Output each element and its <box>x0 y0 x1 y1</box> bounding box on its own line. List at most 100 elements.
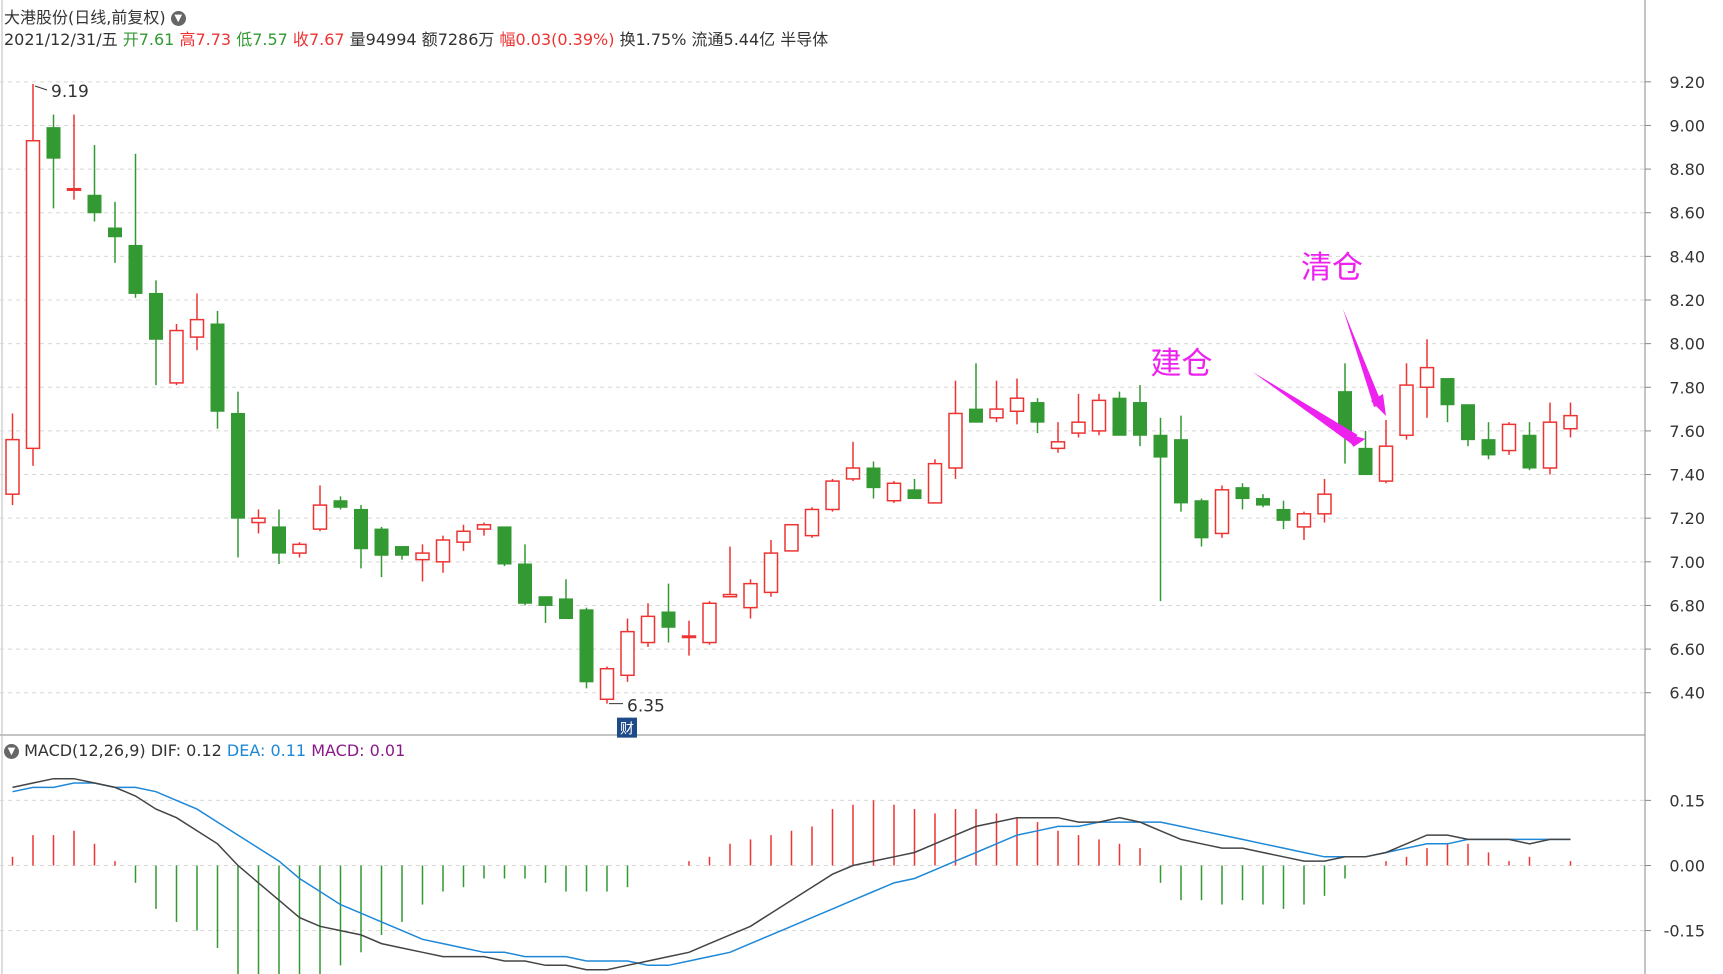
candle-body-down <box>272 526 286 554</box>
candle-body-up <box>5 438 20 495</box>
candle-body-down <box>1030 402 1045 423</box>
high-price-label: 9.19 <box>51 82 89 102</box>
candle-body-down <box>1440 378 1455 406</box>
candle-body-up <box>1009 397 1025 413</box>
candle-body-down <box>969 408 983 423</box>
candle-body-down <box>1112 397 1127 436</box>
candle-body-up <box>620 630 635 677</box>
sector-value: 半导体 <box>780 30 829 49</box>
candle-body-down <box>128 244 143 294</box>
candle-body-down <box>149 292 163 340</box>
price-tick-label: 9.20 <box>1669 73 1705 92</box>
price-tick-label: 7.80 <box>1669 378 1705 397</box>
candle-body-up <box>825 480 840 511</box>
candle-body-up <box>1050 441 1066 450</box>
float-label: 流通 <box>691 30 724 49</box>
candle-body-down <box>210 323 225 412</box>
candle-body-down <box>1256 498 1270 506</box>
candle-body-down <box>108 227 122 238</box>
price-tick-label: 8.20 <box>1669 291 1705 310</box>
candle-body-down <box>559 598 573 620</box>
dea-value: DEA: 0.11 <box>226 741 307 760</box>
candle-body-up <box>312 504 328 530</box>
candle-body-up <box>763 552 779 594</box>
float-value: 5.44亿 <box>723 30 776 49</box>
candle-body-up <box>743 582 758 609</box>
macd-tick-label: 0.15 <box>1669 791 1705 810</box>
candle-body-up <box>1399 384 1414 437</box>
candle-body-down <box>661 611 676 628</box>
price-tick-label: 6.40 <box>1669 684 1705 703</box>
price-tick-label: 8.40 <box>1669 247 1705 266</box>
candle-body-up <box>1091 399 1107 432</box>
candle-body-down <box>579 609 594 683</box>
candle-body-down <box>1133 402 1147 436</box>
candle-body-up <box>722 593 738 598</box>
open-value: 7.61 <box>138 30 175 49</box>
price-tick-label: 9.00 <box>1669 116 1705 135</box>
candle-body-up <box>845 467 861 480</box>
price-tick-label: 6.80 <box>1669 596 1705 615</box>
candle-body-up <box>804 508 820 537</box>
sell-arrowhead <box>1371 394 1386 416</box>
low-label: 低 <box>236 30 253 49</box>
candle-body-up <box>948 412 963 469</box>
candle-body-up <box>989 408 1004 419</box>
amount-value: 7286万 <box>437 30 495 49</box>
price-tick-label: 7.60 <box>1669 422 1705 441</box>
candle-body-up <box>640 615 656 644</box>
candle-body-up <box>1419 366 1435 389</box>
high-label: 高 <box>179 30 196 49</box>
buy-arrowhead <box>1343 432 1366 447</box>
low-price-label: 6.35 <box>627 697 665 717</box>
candle-body-up <box>251 517 266 524</box>
turnover-value: 1.75% <box>635 30 687 49</box>
low-value: 7.57 <box>252 30 288 49</box>
price-tick-label: 8.60 <box>1669 204 1705 223</box>
sell-arrow <box>1343 309 1382 407</box>
candle-body-up <box>1501 423 1517 452</box>
volume-label: 量 <box>349 30 366 49</box>
candle-body-up <box>292 543 307 554</box>
candle-body-down <box>87 194 102 214</box>
candle-body-up <box>1563 414 1578 430</box>
title-bar: 大港股份(日线,前复权) ▼ <box>4 4 186 28</box>
high-value: 7.73 <box>195 30 232 49</box>
change-value: 0.03(0.39%) <box>515 30 615 49</box>
dif-value: DIF: 0.12 <box>150 741 222 760</box>
candle-body-up <box>25 139 41 450</box>
price-tick-label: 6.60 <box>1669 640 1705 659</box>
candle-body-up <box>1214 489 1230 535</box>
candle-body-down <box>374 528 389 556</box>
candle-body-down <box>395 546 409 556</box>
buy-annotation: 建仓 <box>1151 346 1213 382</box>
open-label: 开 <box>122 30 139 49</box>
macd-tick-label: -0.15 <box>1664 922 1705 941</box>
candle-body-down <box>1358 447 1373 476</box>
candle-body-down <box>907 489 922 500</box>
dif-line <box>12 777 1571 971</box>
macd-header: ▼ MACD(12,26,9) DIF: 0.12 DEA: 0.11 MACD… <box>4 741 405 760</box>
candle-body-up <box>435 539 451 563</box>
candle-body-down <box>1194 500 1209 539</box>
amount-label: 额 <box>421 30 438 49</box>
candle-body-up <box>415 552 430 561</box>
buy-arrow <box>1252 371 1358 444</box>
gear-icon[interactable]: ▼ <box>4 744 19 759</box>
price-tick-label: 8.80 <box>1669 160 1705 179</box>
close-label: 收 <box>292 30 309 49</box>
close-value: 7.67 <box>308 30 345 49</box>
candle-body-down <box>1481 439 1496 456</box>
quote-date: 2021/12/31/五 <box>4 30 118 49</box>
financial-report-badge <box>617 717 637 738</box>
financial-report-badge-text: 财 <box>620 722 634 738</box>
candle-body-down <box>46 127 61 159</box>
candle-body-down <box>866 467 881 489</box>
candle-body-up <box>1071 421 1086 434</box>
chevron-down-icon[interactable]: ▼ <box>170 11 186 26</box>
candle-body-up <box>927 462 943 504</box>
candle-body-down <box>1461 404 1475 441</box>
candle-body-up <box>599 667 615 701</box>
